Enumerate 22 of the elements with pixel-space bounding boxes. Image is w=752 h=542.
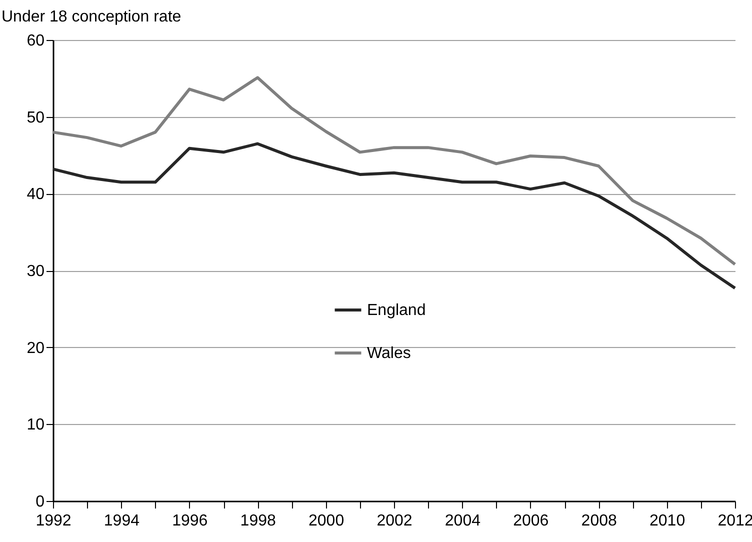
line-series	[52, 142, 736, 290]
y-tick-label: 20	[26, 340, 45, 357]
x-tick-label: 1996	[172, 512, 208, 530]
y-tick-label: 60	[26, 32, 45, 50]
legend-label: England	[367, 302, 426, 319]
x-tick-label: 2006	[513, 512, 549, 530]
y-tick-label: 10	[26, 416, 45, 434]
x-tick-label: 1998	[240, 512, 276, 530]
y-tick-label: 50	[26, 109, 45, 126]
x-tick-label: 2004	[444, 512, 481, 530]
x-tick-label: 1994	[104, 512, 140, 530]
y-tick-label: 0	[36, 494, 45, 510]
y-tick-label: 30	[26, 263, 45, 280]
x-tick-label: 2010	[650, 512, 686, 530]
y-axis-title: Under 18 conception rate	[2, 8, 182, 26]
legend-label: Wales	[367, 345, 411, 362]
x-tick-label: 2000	[308, 512, 344, 530]
x-tick-label: 2008	[581, 512, 617, 530]
line-series	[52, 76, 736, 266]
x-tick-label: 1992	[36, 512, 72, 530]
y-tick-label: 40	[26, 186, 45, 204]
x-tick-label: 2002	[376, 512, 412, 530]
